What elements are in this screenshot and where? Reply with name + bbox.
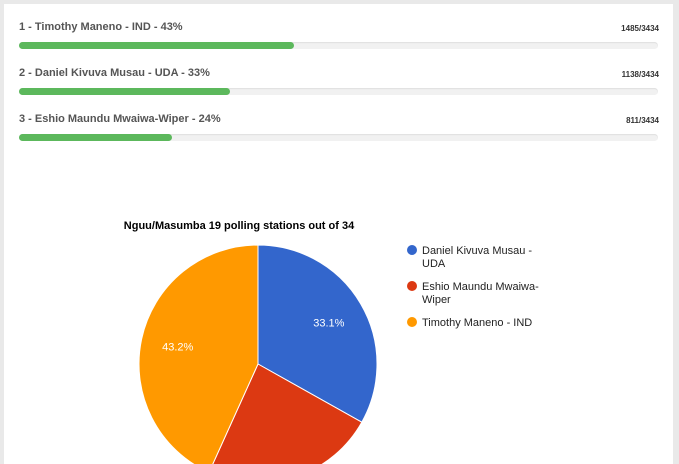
pie-chart: Nguu/Masumba 19 polling stations out of … (124, 220, 539, 464)
legend-label: Wiper (422, 294, 451, 306)
legend-label: UDA (422, 258, 446, 270)
progress-bar (19, 42, 294, 49)
legend-swatch (407, 281, 417, 291)
results-card: 1 - Timothy Maneno - IND - 43% 1485/3434… (4, 4, 673, 464)
legend-label: Timothy Maneno - IND (422, 317, 532, 329)
candidate-label: 1 - Timothy Maneno - IND - 43% (19, 21, 183, 33)
progress-bar (19, 134, 173, 141)
slice-label: 33.1% (313, 318, 344, 330)
progress-track (19, 88, 658, 95)
progress-track (19, 134, 658, 141)
legend-swatch (407, 245, 417, 255)
pie-slices (138, 244, 378, 464)
vote-count: 1138/3434 (621, 70, 659, 79)
progress-bar (19, 88, 230, 95)
pie-slice (212, 363, 363, 464)
chart-title: Nguu/Masumba 19 polling stations out of … (124, 220, 355, 232)
candidate-label: 2 - Daniel Kivuva Musau - UDA - 33% (19, 67, 210, 79)
slice-label: 43.2% (162, 342, 193, 354)
candidate-label: 3 - Eshio Maundu Mwaiwa-Wiper - 24% (19, 113, 221, 125)
progress-track (19, 42, 658, 49)
vote-count: 811/3434 (626, 116, 659, 125)
chart-legend: Daniel Kivuva Musau -UDA Eshio Maundu Mwa… (407, 245, 539, 329)
vote-count: 1485/3434 (621, 24, 659, 33)
pie-labels: 33.1% 43.2% (162, 318, 345, 354)
legend-swatch (407, 317, 417, 327)
pie-slice (257, 244, 378, 423)
legend-label: Eshio Maundu Mwaiwa- (422, 281, 539, 293)
legend-label: Daniel Kivuva Musau - (422, 245, 532, 257)
